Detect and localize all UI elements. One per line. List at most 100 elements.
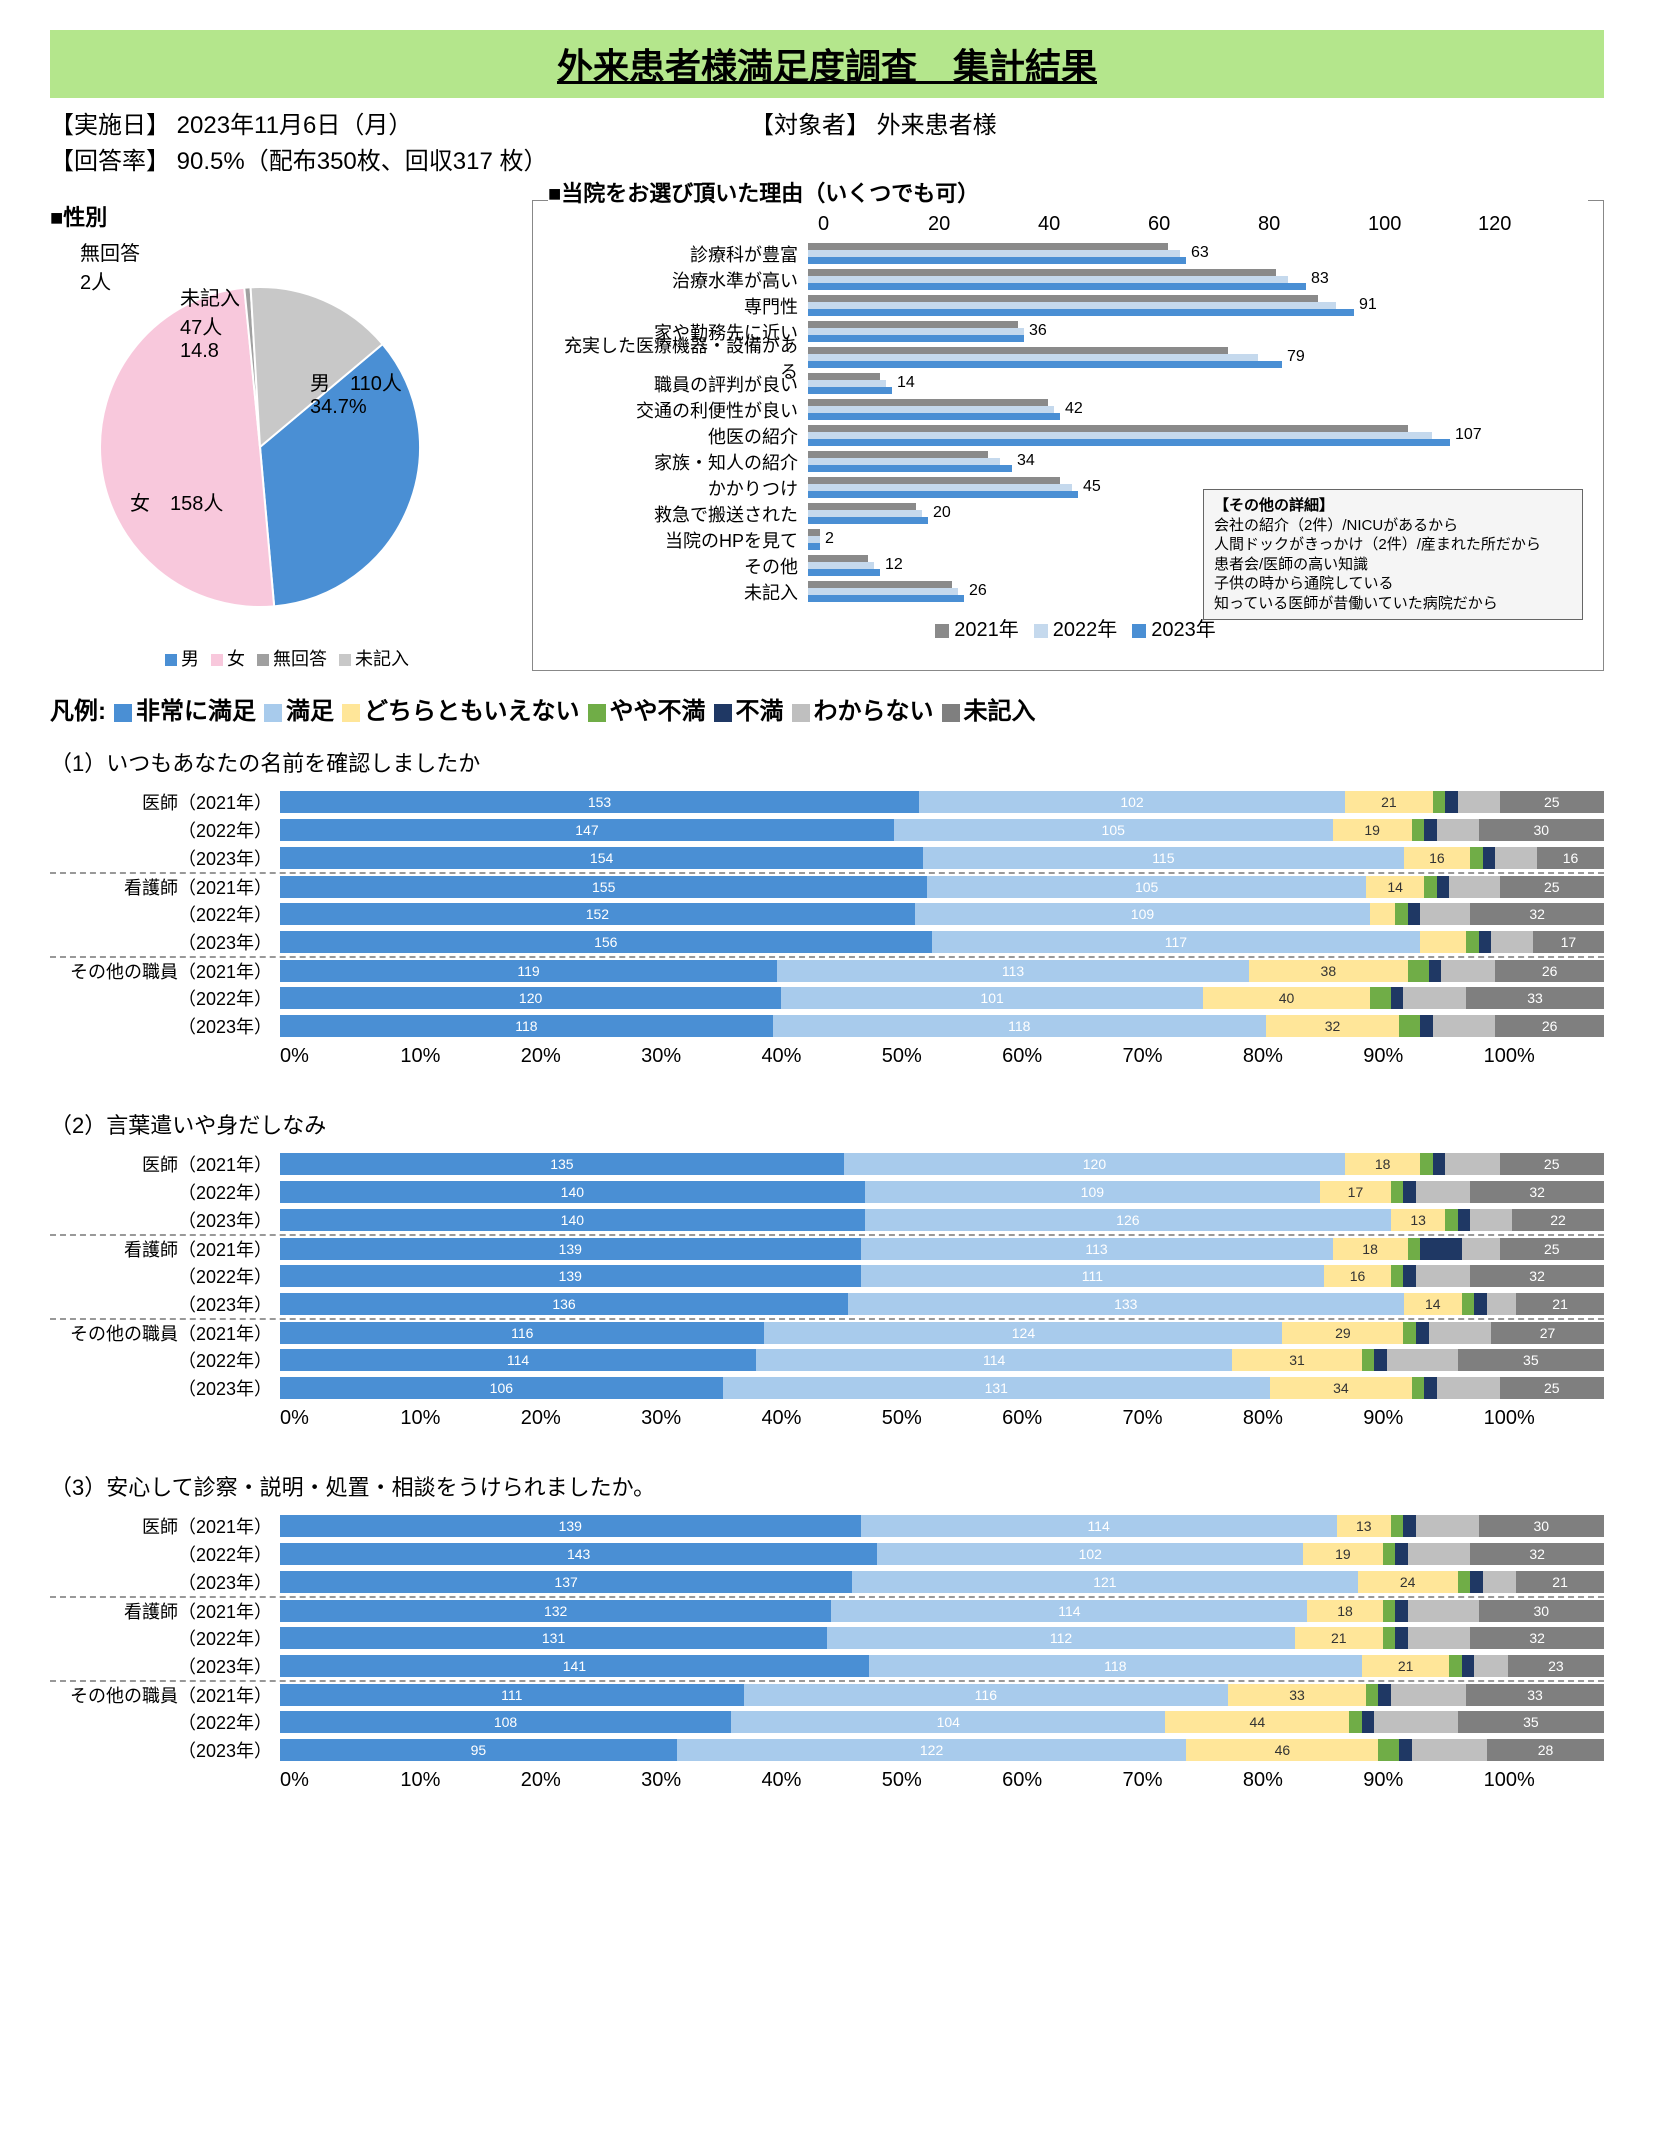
bar-segment: 38 bbox=[1249, 960, 1408, 982]
legend-item: 未記入 bbox=[964, 698, 1036, 725]
bar-segment: 21 bbox=[1362, 1655, 1450, 1677]
bar-segment bbox=[1403, 987, 1466, 1009]
stacked-bar: 1471051930 bbox=[280, 819, 1604, 841]
stacked-row: （2022年） 1311122132 bbox=[50, 1624, 1604, 1652]
bar-segment bbox=[1391, 1181, 1404, 1203]
bar-segment bbox=[1458, 1571, 1471, 1593]
bar-segment: 113 bbox=[861, 1238, 1333, 1260]
row-label: （2023年） bbox=[50, 929, 280, 955]
bar-segment bbox=[1424, 876, 1437, 898]
axis-tick: 50% bbox=[882, 1769, 1002, 1792]
bar-segment: 153 bbox=[280, 791, 919, 813]
detail-title: 【その他の詳細】 bbox=[1214, 496, 1572, 516]
axis-tick: 60% bbox=[1002, 1045, 1122, 1068]
bar-segment bbox=[1412, 1739, 1487, 1761]
axis-tick: 100% bbox=[1484, 1045, 1604, 1068]
bar-segment: 17 bbox=[1533, 931, 1604, 953]
bar-segment bbox=[1437, 1377, 1500, 1399]
bar-segment: 114 bbox=[861, 1515, 1337, 1537]
stacked-row: （2023年） 1371212421 bbox=[50, 1568, 1604, 1596]
bar-segment bbox=[1362, 1711, 1375, 1733]
bar-segment: 135 bbox=[280, 1153, 844, 1175]
bar-segment bbox=[1416, 1322, 1429, 1344]
axis-tick: 60% bbox=[1002, 1407, 1122, 1430]
bar-segment: 95 bbox=[280, 1739, 677, 1761]
bar-segment: 117 bbox=[932, 931, 1421, 953]
bar-segment bbox=[1420, 931, 1466, 953]
axis-tick: 120 bbox=[1478, 213, 1588, 236]
stacked-row: （2022年） 1431021932 bbox=[50, 1540, 1604, 1568]
date-value: 2023年11月6日（月） bbox=[177, 112, 413, 139]
detail-line: 会社の紹介（2件）/NICUがあるから bbox=[1214, 516, 1572, 536]
bar-segment: 32 bbox=[1266, 1015, 1400, 1037]
bar-segment: 30 bbox=[1479, 819, 1604, 841]
axis-tick: 100% bbox=[1484, 1407, 1604, 1430]
bar-segment: 139 bbox=[280, 1238, 861, 1260]
reason-row: 治療水準が高い 83 bbox=[548, 267, 1588, 293]
bar-segment: 34 bbox=[1270, 1377, 1412, 1399]
reason-label: 診療科が豊富 bbox=[548, 241, 808, 267]
stacked-bar: 1371212421 bbox=[280, 1571, 1604, 1593]
bar-segment bbox=[1349, 1711, 1362, 1733]
stacked-row: その他の職員（2021年） 1161242927 bbox=[50, 1318, 1604, 1346]
axis-tick: 100 bbox=[1368, 213, 1478, 236]
axis-tick: 20 bbox=[928, 213, 1038, 236]
reason-row: 充実した医療機器・設備がある 79 bbox=[548, 345, 1588, 371]
stacked-row: （2022年） 1391111632 bbox=[50, 1262, 1604, 1290]
reason-label: かかりつけ bbox=[548, 475, 808, 501]
bar-segment bbox=[1362, 1349, 1375, 1371]
bar-segment: 104 bbox=[731, 1711, 1165, 1733]
meta-block: 【実施日】 2023年11月6日（月） 【回答率】 90.5%（配布350枚、回… bbox=[50, 108, 1604, 180]
stacked-bar: 1061313425 bbox=[280, 1377, 1604, 1399]
row-label: 医師（2021年） bbox=[50, 1513, 280, 1539]
stacked-row: （2022年） 1471051930 bbox=[50, 816, 1604, 844]
bar-segment: 26 bbox=[1495, 1015, 1604, 1037]
axis-tick: 0 bbox=[818, 213, 928, 236]
question-block: （1）いつもあなたの名前を確認しましたか 医師（2021年） 153102212… bbox=[50, 746, 1604, 1068]
bar-segment bbox=[1374, 1349, 1387, 1371]
bar-segment bbox=[1433, 1015, 1496, 1037]
axis-tick: 80% bbox=[1243, 1769, 1363, 1792]
reason-label: 治療水準が高い bbox=[548, 267, 808, 293]
bar-segment bbox=[1470, 1209, 1512, 1231]
axis-tick: 100% bbox=[1484, 1769, 1604, 1792]
bar-segment bbox=[1395, 1600, 1408, 1622]
bar-segment bbox=[1391, 1265, 1404, 1287]
detail-lines: 会社の紹介（2件）/NICUがあるから人間ドックがきっかけ（2件）/産まれた所だ… bbox=[1214, 516, 1572, 614]
row-label: （2022年） bbox=[50, 1709, 280, 1735]
title-bar: 外来患者様満足度調査 集計結果 bbox=[50, 30, 1604, 98]
stacked-bar: 1531022125 bbox=[280, 791, 1604, 813]
stacked-row: （2022年） 15210932 bbox=[50, 900, 1604, 928]
pie-section: ■性別 男 110人34.7%女 158人無回答2人未記入47人14.8 男女無… bbox=[50, 200, 512, 671]
bar-segment bbox=[1408, 960, 1429, 982]
axis-tick: 40% bbox=[761, 1045, 881, 1068]
stacked-row: （2023年） 1361331421 bbox=[50, 1290, 1604, 1318]
bar-segment: 155 bbox=[280, 876, 927, 898]
bar-segment: 29 bbox=[1282, 1322, 1403, 1344]
bar-segment: 122 bbox=[677, 1739, 1187, 1761]
bar-segment: 35 bbox=[1458, 1349, 1604, 1371]
bar-segment bbox=[1462, 1238, 1500, 1260]
bar-segment bbox=[1391, 1684, 1466, 1706]
reason-label: 職員の評判が良い bbox=[548, 371, 808, 397]
bar-segment: 31 bbox=[1232, 1349, 1361, 1371]
bar-segment: 140 bbox=[280, 1181, 865, 1203]
axis-tick: 70% bbox=[1123, 1045, 1243, 1068]
reason-row: 交通の利便性が良い 42 bbox=[548, 397, 1588, 423]
axis-tick: 20% bbox=[521, 1045, 641, 1068]
bar-segment: 147 bbox=[280, 819, 894, 841]
axis-tick: 40% bbox=[761, 1769, 881, 1792]
bar-segment bbox=[1470, 847, 1483, 869]
bar-segment bbox=[1474, 1293, 1487, 1315]
question-title: （2）言葉遣いや身だしなみ bbox=[50, 1108, 1604, 1140]
bar-segment: 27 bbox=[1491, 1322, 1604, 1344]
bar-segment bbox=[1403, 1181, 1416, 1203]
reasons-axis: 020406080100120 bbox=[818, 213, 1588, 236]
bar-segment: 22 bbox=[1512, 1209, 1604, 1231]
bar-segment: 32 bbox=[1470, 1265, 1604, 1287]
stacked-bar: 1321141830 bbox=[280, 1600, 1604, 1622]
bar-segment bbox=[1433, 791, 1446, 813]
bar-segment: 154 bbox=[280, 847, 923, 869]
bar-segment: 28 bbox=[1487, 1739, 1604, 1761]
bar-segment bbox=[1370, 987, 1391, 1009]
